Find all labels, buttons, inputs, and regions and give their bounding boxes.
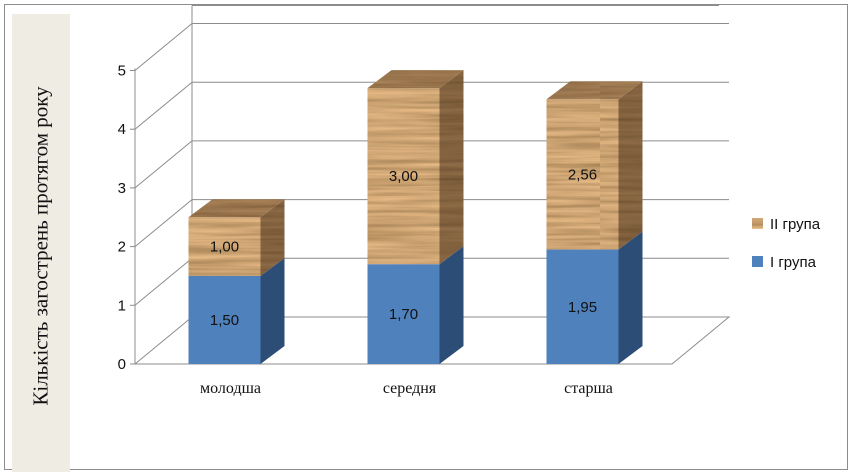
bar-side: [618, 81, 643, 250]
data-label: 1,50: [210, 312, 239, 329]
y-tick-label: 3: [118, 180, 126, 197]
bar-top: [367, 70, 464, 89]
data-label: 2,56: [568, 166, 597, 183]
bar-top: [546, 81, 643, 100]
bar-top: [188, 199, 285, 218]
category-label: старша: [564, 380, 613, 397]
data-label: 3,00: [389, 168, 418, 185]
gridline: [134, 81, 729, 130]
bar-segment: [188, 217, 261, 276]
bar-segment: [546, 249, 619, 364]
legend-swatch: [752, 256, 763, 267]
bar-segment: [546, 99, 619, 250]
data-label: 1,95: [568, 299, 597, 316]
bar-side: [439, 246, 464, 364]
y-tick-label: 5: [118, 63, 126, 80]
legend-label: I група: [770, 254, 817, 271]
legend: II група I група: [752, 216, 821, 271]
floor: [134, 316, 731, 365]
y-tick-label: 0: [118, 356, 126, 373]
chart-labels: 0 1 2 3 4 5 1,50 1,00 молодша 1,70 3,00 середня 1,95…: [118, 63, 613, 398]
bar-side: [260, 199, 285, 276]
category-label: середня: [383, 380, 437, 397]
y-axis-label-band: [12, 14, 70, 472]
legend-swatch: [752, 218, 763, 229]
bar-side: [618, 231, 643, 364]
y-tick-label: 2: [118, 239, 126, 256]
gridline: [134, 23, 729, 71]
y-tick-label: 4: [118, 121, 126, 138]
data-label: 1,00: [210, 239, 239, 256]
bar-segment: [188, 275, 261, 364]
chart-walls: [130, 5, 731, 365]
data-label: 1,70: [389, 306, 418, 323]
y-tick-label: 1: [118, 297, 126, 314]
bar-segment: [367, 264, 440, 364]
legend-label: II група: [770, 216, 821, 233]
chart-bars: [188, 70, 643, 364]
bar-segment: [367, 88, 440, 265]
bar-side: [260, 257, 285, 364]
bar-side: [439, 70, 464, 265]
category-label: молодша: [200, 380, 261, 397]
